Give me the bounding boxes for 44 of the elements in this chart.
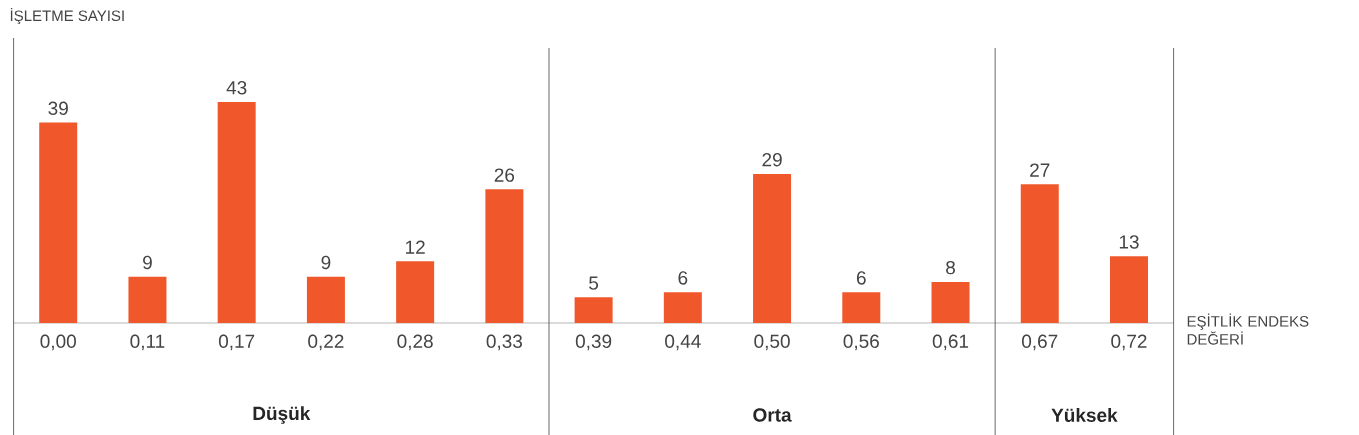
x-tick-label: 0,33 [486, 334, 523, 351]
bar [39, 122, 78, 323]
text: Yüksek [1051, 408, 1118, 422]
bar [663, 292, 702, 323]
x-tick-label: 0,56 [843, 334, 879, 351]
x-tick-label: 0,11 [130, 334, 165, 351]
data-label: 27 [1030, 163, 1050, 177]
x-tick-label: 0,22 [308, 334, 344, 351]
bar [485, 189, 524, 323]
bar [931, 281, 970, 323]
data-label: 8 [946, 260, 955, 275]
data-label: 39 [48, 101, 68, 116]
bar [1109, 256, 1148, 323]
bar [217, 101, 256, 323]
data-label: 43 [226, 80, 247, 95]
bar [574, 297, 613, 323]
x-tick-label: 0,72 [1111, 334, 1147, 351]
x-tick-label: 0,17 [218, 334, 255, 351]
data-label: 6 [678, 271, 688, 285]
text: İŞLETME SAYISI [10, 7, 124, 25]
bar [753, 173, 792, 323]
data-label: 5 [589, 276, 599, 290]
x-tick-label: 0,00 [40, 334, 76, 351]
x-tick-label: 0,39 [575, 334, 612, 351]
x-tick-label: 0,28 [397, 334, 433, 351]
data-label: 9 [321, 255, 331, 270]
text: Düşük [253, 406, 311, 424]
data-label: 9 [143, 255, 152, 270]
data-label: 6 [856, 271, 866, 285]
x-tick-label: 0,67 [1022, 334, 1058, 351]
x-tick-label: 0,44 [665, 334, 701, 351]
bar [128, 276, 167, 323]
x-axis-title: EŞİTLİK ENDEKS DEĞERİ [1187, 313, 1309, 345]
data-label: 13 [1119, 235, 1139, 249]
bar [396, 261, 435, 323]
x-tick-label: 0,50 [754, 334, 790, 351]
bar [1020, 184, 1059, 323]
data-label: 29 [762, 152, 782, 167]
data-label: 26 [494, 168, 515, 182]
text: Orta [753, 408, 792, 422]
bar [842, 292, 881, 323]
x-tick-label: 0,61 [932, 334, 969, 351]
bar [306, 276, 345, 323]
data-label: 12 [406, 240, 425, 254]
